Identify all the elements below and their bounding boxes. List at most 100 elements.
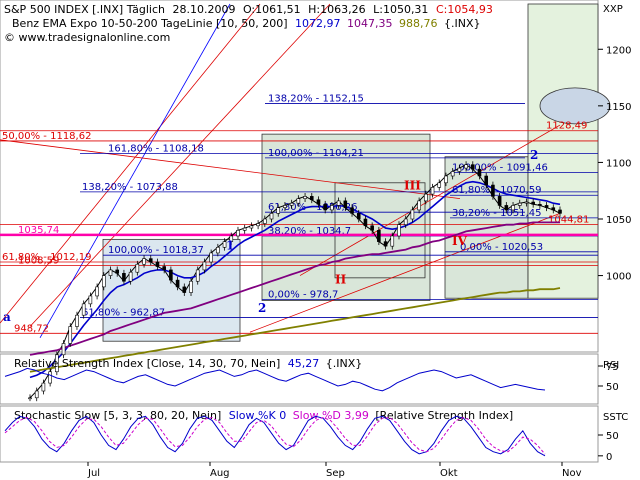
candle-body xyxy=(142,258,146,265)
candle-body xyxy=(424,193,428,202)
candle-body xyxy=(444,175,448,184)
candle-body xyxy=(491,184,495,197)
rsi-tick-label: 50 xyxy=(606,382,619,393)
candle-body xyxy=(55,354,59,373)
candle-body xyxy=(524,201,529,204)
candle-body xyxy=(437,182,442,188)
trend-line xyxy=(0,3,261,324)
fib-label: 38,20% - 1051,45 xyxy=(452,208,541,219)
candle-body xyxy=(108,269,113,276)
candle-body xyxy=(122,273,126,282)
candle-body xyxy=(222,241,227,248)
candle-body xyxy=(517,202,522,206)
candle-body xyxy=(390,235,395,247)
candle-body xyxy=(263,218,267,224)
candle-body xyxy=(276,207,281,214)
wave-label: III xyxy=(404,179,421,193)
candle-body xyxy=(155,261,160,267)
candle-body xyxy=(484,175,489,186)
candle-body xyxy=(551,207,556,211)
y-tick-label: 1200 xyxy=(606,45,631,56)
candle-body xyxy=(330,205,334,211)
series-ema-200 xyxy=(29,287,561,373)
candle-body xyxy=(95,286,99,297)
rsi-panel xyxy=(0,353,599,405)
candle-body xyxy=(101,275,106,288)
fib-label: 1035,74 xyxy=(18,225,59,236)
stoch-d-line xyxy=(4,416,546,455)
x-tick-label: Jul xyxy=(87,468,100,479)
candle-body xyxy=(370,225,374,231)
fib-label: 0,00% - 978,7 xyxy=(268,289,338,300)
fib-label: 948,72 xyxy=(14,323,49,334)
trend-line xyxy=(29,3,331,327)
y-tick-label: 1150 xyxy=(606,102,631,113)
fib-label: 61,80% - 1056,26 xyxy=(268,202,357,213)
x-tick-label: Sep xyxy=(326,468,345,479)
candle-body xyxy=(296,198,301,204)
candle-body xyxy=(531,201,535,205)
candle-body xyxy=(269,213,274,220)
candle-body xyxy=(41,382,46,392)
wave-label: 1 xyxy=(226,239,234,253)
copyright: © www.tradesignalonline.com xyxy=(4,31,170,44)
series-ema-50 xyxy=(29,221,560,356)
candle-body xyxy=(511,205,515,211)
axis-label-xxp: XXP xyxy=(603,4,623,15)
y-tick-label: 1050 xyxy=(606,215,631,226)
candle-body xyxy=(457,167,462,172)
chart-title-line: S&P 500 INDEX [.INX] Täglich 28.10.2009 … xyxy=(4,3,493,16)
candle-body xyxy=(289,202,294,206)
candle-body xyxy=(209,252,213,263)
candle-body xyxy=(397,224,401,237)
rsi-label: Relative Strength Index [Close, 14, 30, … xyxy=(14,357,362,370)
stoch-label: Stochastic Slow [5, 3, 3, 80, 20, Nein] … xyxy=(14,409,513,422)
rsi-axis-label: RSI xyxy=(603,360,619,371)
stoch-axis-label: SSTC xyxy=(603,412,628,423)
trend-line xyxy=(39,3,231,339)
fib-label: 61,80% - 962,87 xyxy=(82,307,165,318)
candle-body xyxy=(309,196,314,201)
candle-body xyxy=(356,213,361,220)
candle-body xyxy=(430,187,435,195)
candle-body xyxy=(229,235,234,242)
candle-body xyxy=(148,258,153,263)
candle-body xyxy=(175,279,180,288)
candle-body xyxy=(128,271,133,282)
fib-label: 50,00% - 1118,62 xyxy=(2,131,91,142)
candle-body xyxy=(464,164,468,169)
candle-body xyxy=(195,269,200,282)
candle-body xyxy=(470,164,475,170)
wave-label: 2 xyxy=(530,148,538,162)
stoch-tick-label: 0 xyxy=(606,452,612,463)
candle-body xyxy=(350,207,354,214)
fib-label: 38,20% - 1034,7 xyxy=(268,226,351,237)
x-tick-label: Okt xyxy=(440,468,458,479)
candle-body xyxy=(477,168,482,177)
fib-label: 161,80% - 1108,18 xyxy=(108,143,204,154)
indicator-line: Benz EMA Expo 10-50-200 TageLinie [10, 5… xyxy=(12,17,481,30)
candle-body xyxy=(189,280,193,293)
wave-label: a xyxy=(3,310,11,324)
stoch-k-line xyxy=(4,415,546,457)
candle-body xyxy=(336,200,341,206)
candle-body xyxy=(115,269,120,274)
fib-label: 138,20% - 1073,88 xyxy=(82,182,178,193)
candle-body xyxy=(363,218,368,227)
wave-label: II xyxy=(335,273,347,287)
y-tick-label: 1000 xyxy=(606,272,631,283)
fib-label: 1008,59 xyxy=(18,255,59,266)
y-tick-label: 1100 xyxy=(606,158,631,169)
candle-body xyxy=(316,199,321,205)
candle-body xyxy=(135,263,140,273)
candle-body xyxy=(558,209,562,214)
candle-body xyxy=(61,343,66,356)
candle-body xyxy=(202,261,207,271)
wave-label: 2 xyxy=(258,301,266,315)
candle-body xyxy=(323,203,327,211)
candle-body xyxy=(48,371,52,384)
wave-label: IV xyxy=(452,234,468,248)
candle-body xyxy=(403,218,408,225)
fib-label: 138,20% - 1152,15 xyxy=(268,94,364,105)
